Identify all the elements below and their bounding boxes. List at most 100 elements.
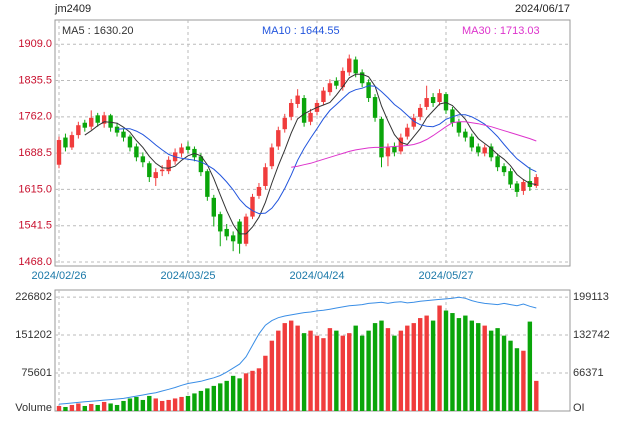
volume-bar (443, 310, 449, 411)
ma-line (117, 85, 537, 215)
volume-bar (63, 406, 68, 411)
candle-body (179, 147, 184, 154)
volume-bar (327, 328, 333, 411)
candle-body (366, 82, 371, 99)
volume-bar (243, 373, 249, 411)
volume-bar (495, 328, 500, 411)
volume-bar (314, 335, 320, 411)
candle-body (108, 115, 113, 128)
candle-body (476, 146, 481, 153)
candle-body (56, 140, 62, 165)
volume-bar (334, 330, 339, 411)
volume-bar (230, 375, 236, 411)
volume-bar (366, 330, 371, 411)
volume-bar (437, 305, 442, 411)
candle-body (398, 137, 404, 152)
volume-bar (321, 338, 326, 411)
candle-body (385, 147, 391, 157)
volume-bar (385, 328, 391, 411)
price-frame (54, 19, 571, 267)
candle-body (160, 169, 165, 172)
volume-bar (359, 335, 365, 411)
volume-bar (76, 403, 81, 411)
volume-bar (289, 320, 294, 411)
candle-body (327, 83, 333, 93)
volume-bar (398, 330, 404, 411)
volume-bar (89, 403, 94, 411)
candle-body (211, 197, 216, 217)
volume-bar (392, 335, 397, 411)
volume-bar (69, 404, 75, 411)
volume-bar (295, 325, 300, 411)
candle-body (63, 137, 68, 148)
volume-bar (101, 401, 107, 411)
candle-body (263, 167, 268, 186)
volume-bar (134, 396, 139, 411)
volume-bar (276, 330, 281, 411)
volume-bar (147, 395, 152, 411)
y-tick-label: 1615.0 (18, 183, 52, 195)
candle-body (140, 156, 146, 163)
volume-bar (256, 368, 262, 411)
ma-line (84, 73, 537, 235)
candle-body (166, 159, 171, 172)
y-tick-label: 1688.5 (18, 147, 52, 159)
candle-body (521, 182, 526, 191)
volume-bar (205, 388, 210, 411)
volume-bar (340, 335, 345, 411)
volume-bar (224, 380, 229, 411)
volume-bar (250, 370, 255, 411)
candle-body (147, 163, 152, 178)
candle-body (95, 115, 100, 123)
y-tick-label: 1468.0 (18, 256, 52, 268)
candle-body (243, 216, 249, 244)
x-tick-label: 2024/05/27 (418, 270, 473, 282)
volume-bar (166, 399, 171, 411)
volume-bar (198, 390, 204, 411)
candle-body (282, 117, 287, 130)
ma-legend: MA10 : 1644.55 (262, 25, 340, 37)
y-tick-label: 226802 (15, 291, 52, 303)
candle-body (153, 172, 158, 179)
volume-bar (192, 393, 197, 411)
volume-bar (95, 404, 100, 411)
volume-bar (450, 313, 455, 411)
candle-body (224, 228, 229, 237)
candle-body (437, 93, 442, 102)
candle-body (482, 147, 487, 154)
candle-body (527, 181, 533, 187)
candle-body (205, 171, 210, 197)
candle-body (295, 95, 300, 104)
candle-body (501, 166, 507, 173)
volume-bar (108, 403, 113, 411)
volume-bar (127, 398, 133, 411)
volume-bar (405, 325, 410, 411)
volume-bar (482, 325, 487, 411)
ma-legend: MA30 : 1713.03 (462, 25, 540, 37)
candle-body (463, 131, 468, 138)
candle-body (269, 147, 275, 167)
volume-bar (56, 405, 62, 411)
volume-label: Volume (15, 402, 52, 414)
candle-body (321, 90, 326, 102)
volume-bar (501, 335, 507, 411)
volume-bar (521, 350, 526, 411)
volume-bar (263, 355, 268, 411)
candle-body (276, 130, 281, 147)
y-tick-label: 75601 (21, 367, 52, 379)
volume-bar (353, 325, 358, 411)
volume-bar (185, 395, 191, 411)
volume-bar (269, 340, 275, 411)
candle-body (424, 98, 429, 107)
volume-bar (418, 318, 423, 411)
volume-bar (463, 315, 468, 411)
candle-body (372, 97, 378, 118)
volume-bar (411, 323, 416, 411)
x-tick-label: 2024/03/25 (160, 270, 215, 282)
date: 2024/06/17 (515, 3, 570, 15)
candle-body (508, 171, 513, 185)
volume-bar (534, 380, 539, 411)
volume-bar (379, 320, 384, 411)
volume-bar (469, 320, 474, 411)
